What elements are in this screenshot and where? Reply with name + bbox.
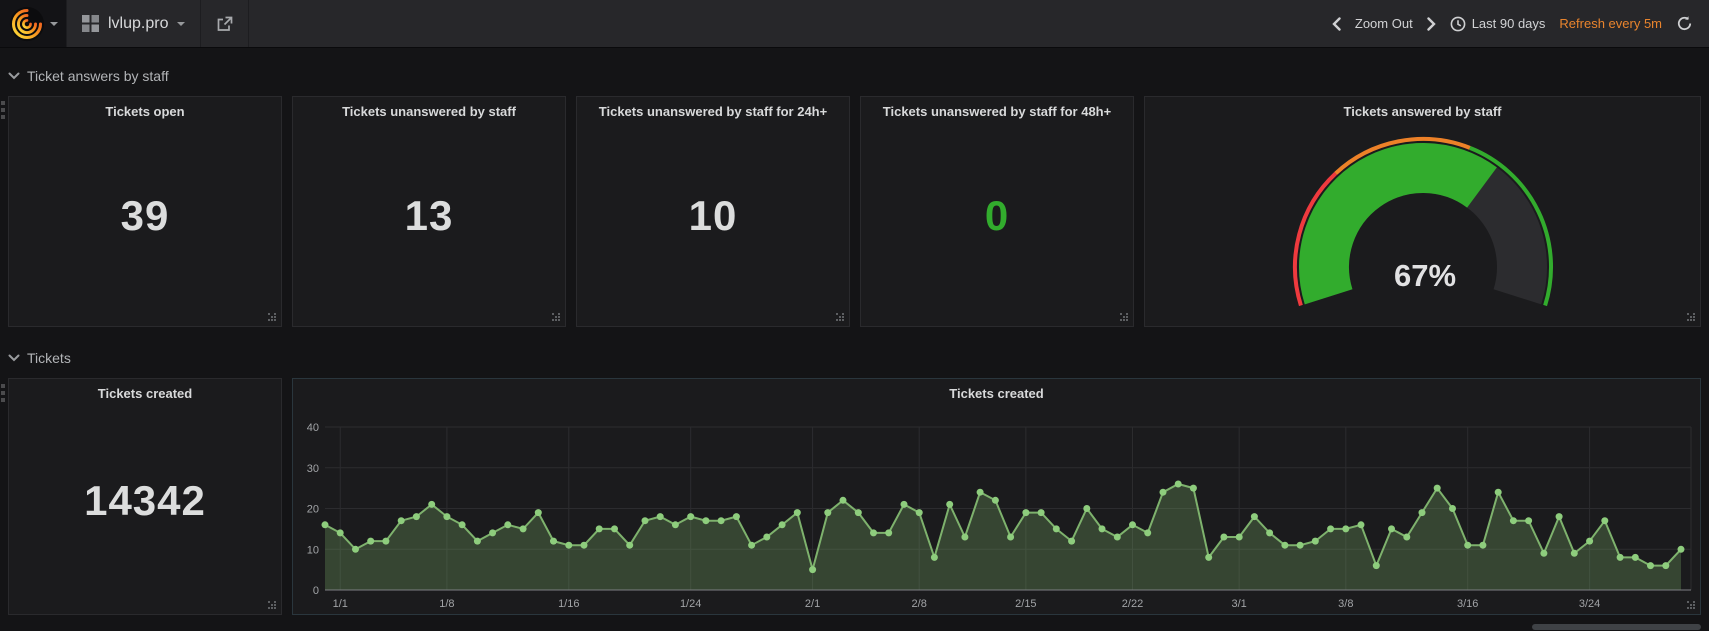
svg-text:2/8: 2/8 [912, 598, 927, 610]
svg-text:1/16: 1/16 [558, 598, 579, 610]
row-header-ticket-answers[interactable]: Ticket answers by staff [0, 62, 1709, 90]
panel-tickets-created-graph: Tickets created 0 10 20 30 40 1/1 1/8 1/16 1/24 2… [292, 378, 1701, 615]
navbar-right-controls: Zoom Out Last 90 days Refresh every 5m [1332, 0, 1709, 47]
chevron-down-icon [177, 21, 186, 26]
grafana-logo-icon [9, 6, 45, 42]
svg-text:1/8: 1/8 [439, 598, 454, 610]
dashboard-title: lvlup.pro [108, 14, 169, 32]
panel-tickets-open: Tickets open 39 [8, 96, 282, 327]
svg-text:20: 20 [307, 504, 319, 516]
refresh-interval-picker[interactable]: Refresh every 5m [1559, 16, 1662, 31]
zoom-out-button[interactable]: Zoom Out [1355, 16, 1413, 31]
refresh-button[interactable] [1676, 15, 1693, 32]
grafana-menu-button[interactable] [0, 0, 67, 47]
svg-text:1/1: 1/1 [333, 598, 348, 610]
svg-text:10: 10 [307, 544, 319, 556]
panel-resize-handle[interactable] [1687, 601, 1696, 610]
svg-text:3/8: 3/8 [1338, 598, 1353, 610]
chevron-down-icon [8, 354, 20, 362]
stat-value: 14342 [84, 476, 206, 524]
share-dashboard-button[interactable] [201, 0, 250, 47]
clock-icon [1450, 16, 1466, 32]
gauge: 67% [1293, 137, 1554, 307]
panel-resize-handle[interactable] [268, 601, 277, 610]
panel-tickets-created-stat: Tickets created 14342 [8, 378, 282, 615]
panel-title[interactable]: Tickets unanswered by staff for 48h+ [882, 104, 1112, 119]
stat-value: 10 [688, 191, 738, 239]
panel-tickets-unanswered: Tickets unanswered by staff 13 [292, 96, 566, 327]
svg-text:67%: 67% [1394, 258, 1456, 293]
panel-title[interactable]: Tickets open [105, 104, 185, 119]
svg-text:1/24: 1/24 [680, 598, 701, 610]
svg-text:40: 40 [307, 422, 319, 434]
panel-resize-handle[interactable] [1687, 313, 1696, 322]
panel-tickets-unanswered-48h: Tickets unanswered by staff for 48h+ 0 [860, 96, 1134, 327]
dashboard-grid-icon [82, 15, 99, 32]
row-2-panels: Tickets created 14342 Tickets created 0 1… [0, 378, 1709, 615]
panel-tickets-answered-gauge: Tickets answered by staff 67% [1144, 96, 1701, 327]
panel-resize-handle[interactable] [1120, 313, 1129, 322]
panel-resize-handle[interactable] [836, 313, 845, 322]
row-drag-handle[interactable] [1, 384, 5, 395]
panel-title[interactable]: Tickets unanswered by staff for 24h+ [598, 104, 828, 119]
svg-text:2/15: 2/15 [1015, 598, 1036, 610]
zoom-out-label: Zoom Out [1354, 16, 1413, 31]
chevron-down-icon [49, 21, 58, 26]
dashboard-picker[interactable]: lvlup.pro [67, 0, 202, 47]
refresh-icon [1676, 15, 1693, 32]
row-header-tickets[interactable]: Tickets [0, 344, 1709, 372]
panel-resize-handle[interactable] [268, 313, 277, 322]
panel-resize-handle[interactable] [552, 313, 561, 322]
refresh-interval-label: Refresh every 5m [1559, 16, 1662, 31]
svg-text:0: 0 [313, 585, 319, 597]
panel-title[interactable]: Tickets created [949, 386, 1044, 401]
stat-value: 0 [984, 191, 1010, 239]
svg-text:2/22: 2/22 [1122, 598, 1143, 610]
time-shift-right-button[interactable] [1426, 16, 1436, 31]
row-1-panels: Tickets open 39 Tickets unanswered by st… [0, 96, 1709, 327]
time-range-picker[interactable]: Last 90 days [1450, 16, 1546, 32]
share-icon [216, 16, 233, 32]
panel-tickets-unanswered-24h: Tickets unanswered by staff for 24h+ 10 [576, 96, 850, 327]
navbar: lvlup.pro Zoom Out [0, 0, 1709, 48]
tickets-created-chart[interactable]: 0 10 20 30 40 1/1 1/8 1/16 1/24 2/1 2/8 2/15 2/22 3/1… [295, 406, 1698, 612]
row-title: Tickets [27, 350, 71, 366]
svg-text:3/1: 3/1 [1232, 598, 1247, 610]
horizontal-scrollbar-thumb[interactable] [1532, 624, 1701, 630]
stat-value: 13 [404, 191, 454, 239]
time-range-label: Last 90 days [1471, 16, 1546, 31]
svg-text:2/1: 2/1 [805, 598, 820, 610]
row-title: Ticket answers by staff [27, 68, 169, 84]
panel-title[interactable]: Tickets answered by staff [1343, 104, 1502, 119]
chevron-down-icon [8, 72, 20, 80]
panel-title[interactable]: Tickets created [97, 386, 193, 401]
svg-text:3/24: 3/24 [1579, 598, 1600, 610]
svg-text:3/16: 3/16 [1457, 598, 1478, 610]
stat-value: 39 [120, 191, 170, 239]
row-drag-handle[interactable] [1, 101, 5, 112]
time-shift-left-button[interactable] [1332, 16, 1341, 31]
svg-text:30: 30 [307, 463, 319, 475]
panel-title[interactable]: Tickets unanswered by staff [342, 104, 516, 119]
